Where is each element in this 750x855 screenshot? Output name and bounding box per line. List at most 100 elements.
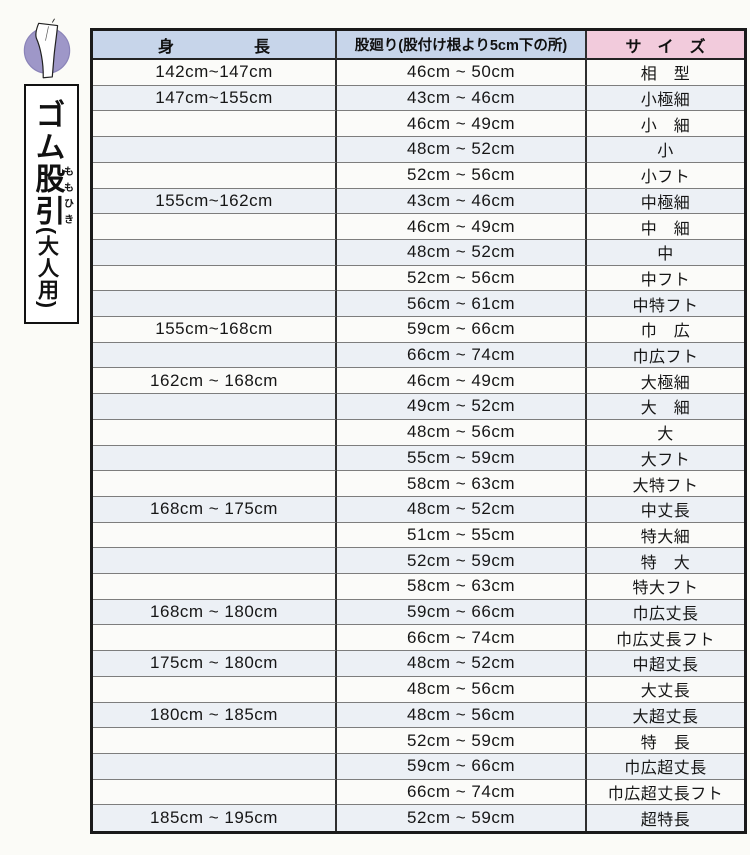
girth-cell: 43cm ~ 46cm: [337, 188, 587, 215]
height-cell: 185cm ~ 195cm: [93, 805, 337, 831]
height-cell: 180cm ~ 185cm: [93, 702, 337, 729]
height-cell: [93, 162, 337, 189]
height-cell: 142cm~147cm: [93, 60, 337, 86]
title-gomu: ゴム: [30, 99, 64, 163]
height-cell: 168cm ~ 180cm: [93, 599, 337, 626]
size-cell: 中特フト: [587, 291, 744, 317]
girth-cell: 52cm ~ 56cm: [337, 265, 587, 292]
momohiki-pants-icon: [13, 15, 81, 83]
size-cell: 特 長: [587, 728, 744, 754]
girth-cell: 48cm ~ 52cm: [337, 137, 587, 163]
size-cell: 大: [587, 420, 744, 446]
product-title-box: ゴム股もも引ひき(大人用): [24, 84, 79, 324]
size-cell: 中超丈長: [587, 651, 744, 677]
girth-cell: 48cm ~ 52cm: [337, 496, 587, 523]
girth-cell: 48cm ~ 56cm: [337, 419, 587, 446]
height-cell: [93, 239, 337, 266]
size-cell: 大超丈長: [587, 702, 744, 729]
size-cell: 巾広超丈長フト: [587, 780, 744, 806]
girth-cell: 48cm ~ 56cm: [337, 676, 587, 703]
height-cell: [93, 342, 337, 369]
height-cell: [93, 522, 337, 549]
size-cell: 小フト: [587, 163, 744, 189]
girth-cell: 46cm ~ 49cm: [337, 214, 587, 240]
height-cell: 147cm~155cm: [93, 85, 337, 112]
girth-cell: 46cm ~ 49cm: [337, 111, 587, 138]
size-cell: 大極細: [587, 368, 744, 395]
girth-cell: 56cm ~ 61cm: [337, 291, 587, 317]
height-cell: [93, 291, 337, 317]
size-cell: 超特長: [587, 805, 744, 831]
girth-cell: 66cm ~ 74cm: [337, 342, 587, 369]
title-hiki: 引ひき: [30, 195, 73, 227]
height-cell: [93, 111, 337, 138]
size-table: 身 長 股廻り(股付け根より5cm下の所) サ イ ズ 142cm~147cm 4…: [90, 28, 747, 834]
girth-cell: 51cm ~ 55cm: [337, 522, 587, 549]
size-cell: 巾広フト: [587, 342, 744, 369]
header-size: サ イ ズ: [587, 31, 744, 60]
size-cell: 小: [587, 137, 744, 163]
size-cell: 巾 広: [587, 317, 744, 343]
height-cell: [93, 394, 337, 420]
girth-cell: 52cm ~ 56cm: [337, 162, 587, 189]
height-cell: 162cm ~ 168cm: [93, 368, 337, 395]
girth-cell: 66cm ~ 74cm: [337, 625, 587, 652]
height-cell: [93, 445, 337, 472]
size-cell: 特大細: [587, 523, 744, 549]
height-cell: 155cm~162cm: [93, 188, 337, 215]
height-cell: 155cm~168cm: [93, 317, 337, 343]
girth-cell: 59cm ~ 66cm: [337, 753, 587, 780]
momohiki-pants-graphic: [23, 18, 71, 79]
height-cell: [93, 753, 337, 780]
girth-cell: 48cm ~ 52cm: [337, 651, 587, 677]
girth-cell: 59cm ~ 66cm: [337, 599, 587, 626]
girth-cell: 52cm ~ 59cm: [337, 548, 587, 574]
title-audience: (大人用): [35, 227, 59, 309]
height-cell: [93, 137, 337, 163]
height-cell: [93, 548, 337, 574]
title-momo: 股もも: [30, 163, 73, 195]
size-cell: 中丈長: [587, 496, 744, 523]
title-text: ゴム股もも引ひき: [30, 99, 73, 227]
girth-cell: 48cm ~ 52cm: [337, 239, 587, 266]
size-cell: 小極細: [587, 85, 744, 112]
girth-cell: 43cm ~ 46cm: [337, 85, 587, 112]
height-cell: [93, 625, 337, 652]
size-cell: 特 大: [587, 548, 744, 574]
size-cell: 大フト: [587, 445, 744, 472]
size-cell: 中 細: [587, 214, 744, 240]
girth-cell: 52cm ~ 59cm: [337, 728, 587, 754]
size-cell: 中: [587, 239, 744, 266]
height-cell: [93, 574, 337, 600]
girth-cell: 58cm ~ 63cm: [337, 574, 587, 600]
size-cell: 大丈長: [587, 677, 744, 703]
girth-cell: 66cm ~ 74cm: [337, 779, 587, 806]
header-girth: 股廻り(股付け根より5cm下の所): [337, 31, 587, 60]
height-cell: [93, 419, 337, 446]
size-cell: 中極細: [587, 188, 744, 215]
size-cell: 中フト: [587, 266, 744, 292]
size-cell: 大 細: [587, 394, 744, 420]
size-cell: 巾広丈長フト: [587, 625, 744, 652]
girth-cell: 46cm ~ 50cm: [337, 60, 587, 86]
height-cell: [93, 471, 337, 497]
girth-cell: 49cm ~ 52cm: [337, 394, 587, 420]
size-cell: 特大フト: [587, 574, 744, 600]
height-cell: [93, 265, 337, 292]
product-title: ゴム股もも引ひき(大人用): [30, 99, 73, 309]
height-cell: [93, 779, 337, 806]
height-cell: 175cm ~ 180cm: [93, 651, 337, 677]
girth-cell: 46cm ~ 49cm: [337, 368, 587, 395]
height-cell: [93, 676, 337, 703]
height-cell: 168cm ~ 175cm: [93, 496, 337, 523]
height-cell: [93, 214, 337, 240]
girth-cell: 58cm ~ 63cm: [337, 471, 587, 497]
size-cell: 巾広丈長: [587, 599, 744, 626]
height-cell: [93, 728, 337, 754]
girth-cell: 59cm ~ 66cm: [337, 317, 587, 343]
girth-cell: 55cm ~ 59cm: [337, 445, 587, 472]
size-cell: 小 細: [587, 111, 744, 138]
girth-cell: 52cm ~ 59cm: [337, 805, 587, 831]
girth-cell: 48cm ~ 56cm: [337, 702, 587, 729]
size-cell: 巾広超丈長: [587, 753, 744, 780]
